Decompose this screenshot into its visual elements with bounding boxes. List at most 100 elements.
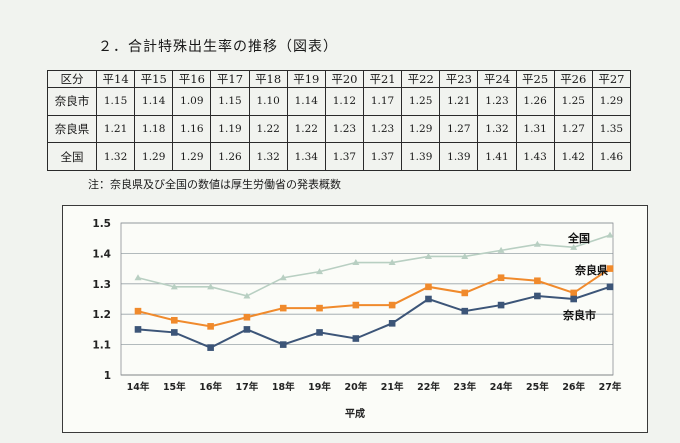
data-point — [534, 277, 541, 285]
table-year-header: 平27 — [591, 70, 632, 88]
y-tick-label: 1.1 — [92, 340, 111, 352]
table-year-header: 平17 — [210, 70, 250, 88]
table-cell: 1.35 — [591, 114, 632, 144]
table-cell: 1.10 — [248, 87, 288, 116]
data-point — [352, 259, 360, 266]
y-tick-label: 1.2 — [92, 309, 111, 321]
x-tick-label: 27年 — [599, 381, 622, 393]
table-year-header: 平25 — [515, 70, 555, 88]
table-cell: 1.32 — [477, 114, 517, 144]
table-cell: 1.42 — [553, 142, 593, 171]
table-year-header: 平19 — [286, 70, 326, 88]
data-point — [171, 329, 178, 336]
data-point — [134, 307, 142, 315]
data-point — [533, 240, 541, 247]
x-tick-label: 14年 — [127, 381, 150, 393]
chart-frame: 1 1.1 1.2 1.3 1.4 1.5 14年 15年 16年 17年 18年 19年 20年 21年… — [62, 205, 648, 433]
table-note: 注：奈良県及び全国の数値は厚生労働省の発表概数 — [88, 178, 341, 191]
data-point — [316, 268, 324, 275]
x-tick-label: 17年 — [236, 381, 259, 393]
data-point — [606, 231, 614, 238]
data-point — [388, 301, 396, 309]
data-point — [316, 304, 323, 312]
data-point — [171, 316, 178, 324]
table-cell: 1.14 — [286, 87, 326, 116]
table-cell: 1.14 — [134, 87, 174, 116]
table-year-header: 平18 — [248, 70, 288, 88]
table-cell: 1.21 — [95, 114, 136, 144]
x-tick-label: 24年 — [490, 381, 513, 393]
table-body: 奈良市 1.15 1.14 1.09 1.15 1.10 1.14 1.12 1.17 1.25 1… — [47, 87, 632, 171]
data-point — [461, 252, 469, 259]
data-point — [570, 289, 577, 297]
table-year-header: 平24 — [477, 70, 517, 88]
y-tick-label: 1 — [104, 370, 111, 382]
y-tick-label: 1.3 — [92, 279, 111, 291]
table-year-header: 平15 — [134, 70, 174, 88]
table-year-header: 平16 — [172, 70, 212, 88]
data-point — [207, 283, 215, 290]
data-point — [279, 341, 287, 348]
table-row-label: 全国 — [47, 142, 97, 171]
data-point — [570, 243, 578, 250]
table-cell: 1.29 — [172, 142, 212, 171]
data-point — [425, 295, 432, 303]
table-year-header: 平20 — [324, 70, 364, 88]
series-label: 奈良県 — [574, 263, 608, 277]
table-year-header: 平21 — [362, 70, 403, 88]
data-point — [388, 259, 396, 266]
data-point — [352, 301, 360, 309]
table-header-row: 区分 平14 平15 平16 平17 平18 平19 平20 平21 平22 平23 平24 平25 平… — [47, 70, 632, 88]
table-cell: 1.22 — [248, 114, 288, 144]
table-cell: 1.23 — [477, 87, 517, 116]
table-cell: 1.46 — [591, 142, 632, 171]
table-cell: 1.26 — [515, 87, 555, 116]
data-point — [606, 283, 614, 291]
table-row-label: 奈良県 — [47, 114, 97, 144]
x-tick-label: 26年 — [562, 381, 585, 393]
data-point — [243, 313, 251, 321]
data-point — [570, 295, 577, 303]
data-point — [134, 274, 142, 281]
data-point — [170, 283, 178, 290]
table-cell: 1.17 — [362, 87, 403, 116]
table-row-label: 奈良市 — [47, 87, 97, 116]
data-point — [207, 344, 214, 351]
x-tick-label: 15年 — [163, 381, 186, 393]
data-point — [424, 252, 432, 259]
data-point — [279, 274, 287, 281]
data-point — [425, 283, 432, 291]
table-row: 奈良市 1.15 1.14 1.09 1.15 1.10 1.14 1.12 1.17 1.25 1… — [47, 87, 632, 116]
table-cell: 1.27 — [553, 114, 593, 144]
table-cell: 1.23 — [362, 114, 403, 144]
x-tick-label: 20年 — [344, 381, 367, 393]
data-point — [316, 329, 323, 336]
data-point — [461, 307, 469, 315]
table-cell: 1.18 — [134, 114, 174, 144]
table-cell: 1.23 — [324, 114, 364, 144]
table-cell: 1.15 — [95, 87, 136, 116]
data-point — [497, 274, 505, 282]
data-point — [497, 301, 505, 309]
table-cell: 1.21 — [439, 87, 479, 116]
plot-area — [120, 222, 614, 376]
x-tick-label: 25年 — [526, 381, 549, 393]
x-tick-label: 23年 — [453, 381, 476, 393]
table-cell: 1.32 — [95, 142, 136, 171]
data-point — [606, 265, 614, 272]
table-cell: 1.29 — [401, 114, 441, 144]
table-cell: 1.19 — [210, 114, 250, 144]
x-tick-label: 21年 — [381, 381, 404, 393]
table-cell: 1.16 — [172, 114, 212, 144]
table-cell: 1.26 — [210, 142, 250, 171]
table-cell: 1.22 — [286, 114, 326, 144]
table-cell: 1.37 — [324, 142, 364, 171]
table-cell: 1.34 — [286, 142, 326, 171]
series-line — [137, 267, 611, 328]
x-tick-label: 22年 — [417, 381, 440, 393]
y-tick-label: 1.4 — [92, 248, 111, 260]
page-title: ２．合計特殊出生率の推移（図表） — [98, 39, 338, 55]
table-cell: 1.39 — [439, 142, 479, 171]
table-year-header: 平23 — [439, 70, 479, 88]
table-cell: 1.29 — [134, 142, 174, 171]
